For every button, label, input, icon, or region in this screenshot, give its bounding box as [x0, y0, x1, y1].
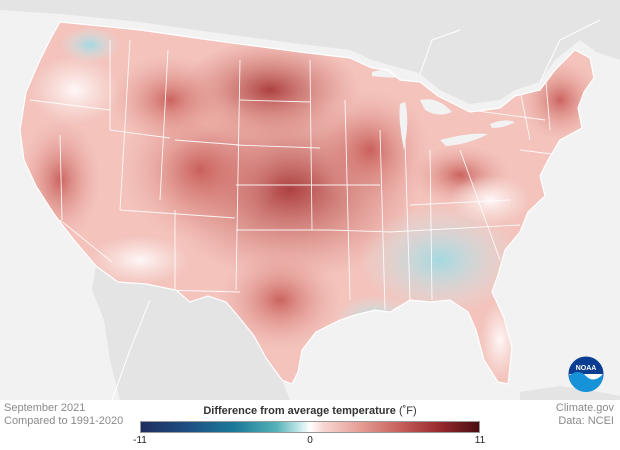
legend-title-text: Difference from average temperature: [203, 405, 396, 417]
date-label: September 2021: [4, 402, 86, 414]
legend-title: Difference from average temperature (˚F): [140, 405, 480, 417]
gulf-cuba-land: [520, 386, 620, 400]
noaa-logo: NOAA: [568, 356, 604, 392]
state-borders: [29, 39, 561, 311]
canada-land: [0, 0, 620, 104]
mexico-land: [92, 266, 290, 400]
temperature-anomaly-map: [0, 0, 620, 400]
anomaly-shading: [20, 27, 594, 380]
credit-source: Climate.gov: [555, 402, 614, 414]
color-scale-bar: [140, 421, 480, 433]
legend-max-label: 11: [474, 435, 486, 446]
legend-min-label: -11: [133, 435, 147, 446]
map-svg: [0, 0, 620, 400]
legend-unit: (˚F): [398, 405, 417, 417]
legend-mid-label: 0: [307, 435, 313, 446]
noaa-logo-text: NOAA: [576, 365, 597, 372]
neighbor-borders: [111, 19, 601, 400]
great-lakes: [372, 68, 515, 150]
baseline-period-label: Compared to 1991-2020: [4, 415, 124, 427]
map-footer: September 2021 Compared to 1991-2020 Dif…: [0, 400, 620, 450]
data-source: Data: NCEI: [558, 415, 614, 427]
